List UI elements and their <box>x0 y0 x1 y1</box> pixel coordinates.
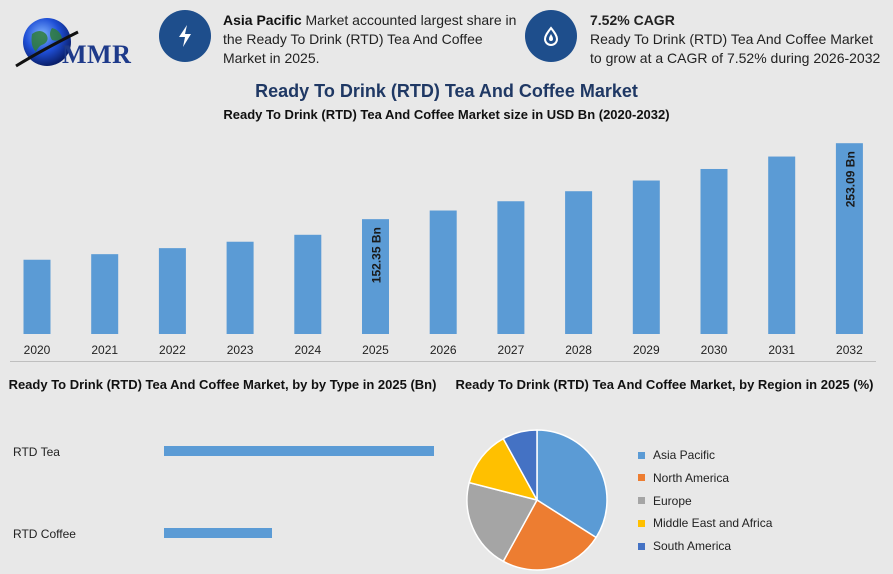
bar-2026 <box>429 210 457 334</box>
bar-2025 <box>362 219 389 334</box>
x-tick-2023: 2023 <box>227 343 254 357</box>
bar-2022 <box>158 248 186 334</box>
bar-2029 <box>632 180 660 334</box>
legend-label: Europe <box>653 493 692 508</box>
x-tick-2028: 2028 <box>565 343 592 357</box>
legend-label: South America <box>653 539 732 554</box>
pie-slice-north-america <box>502 498 598 571</box>
cagr-heading: 7.52% CAGR <box>590 12 675 28</box>
cagr-text: Ready To Drink (RTD) Tea And Coffee Mark… <box>590 31 881 66</box>
type-label-rtd-tea: RTD Tea <box>13 445 60 459</box>
logo: MMR <box>12 14 132 74</box>
x-tick-2032: 2032 <box>836 343 863 357</box>
x-tick-2027: 2027 <box>498 343 525 357</box>
globe-icon <box>15 18 79 68</box>
x-tick-2020: 2020 <box>24 343 51 357</box>
type-bar-chart: RTD Tea RTD Coffee <box>0 420 445 560</box>
info-asia-pacific-text: Market accounted largest share in the Re… <box>223 12 517 66</box>
x-tick-2029: 2029 <box>633 343 660 357</box>
lightning-icon <box>159 10 211 62</box>
legend-item: North America <box>638 470 772 486</box>
data-label-2032: 253.09 Bn <box>843 151 857 207</box>
type-chart-title: Ready To Drink (RTD) Tea And Coffee Mark… <box>8 377 437 392</box>
info-asia-pacific-bold: Asia Pacific <box>223 12 302 28</box>
legend-item: South America <box>638 538 772 554</box>
pie-slice-middle-east-and-africa <box>468 437 539 502</box>
data-label-2025: 152.35 Bn <box>370 227 384 283</box>
main-title: Ready To Drink (RTD) Tea And Coffee Mark… <box>255 81 638 101</box>
bar-2030 <box>700 168 728 334</box>
legend-item: Europe <box>638 493 772 509</box>
market-size-bar-chart: 2020 2021 2022 2023 2024 2025 152.35 Bn 2026 202… <box>23 143 863 357</box>
x-tick-2031: 2031 <box>768 343 795 357</box>
legend-label: Asia Pacific <box>653 448 716 462</box>
legend-swatch <box>638 519 645 527</box>
bar-2023 <box>226 241 254 334</box>
type-bar-rtd-coffee <box>164 528 272 538</box>
legend-swatch <box>638 451 645 459</box>
x-tick-2021: 2021 <box>91 343 118 357</box>
x-tick-2025: 2025 <box>362 343 389 357</box>
legend-swatch <box>638 542 645 550</box>
x-tick-2024: 2024 <box>294 343 321 357</box>
bar-2024 <box>294 234 322 334</box>
divider <box>10 361 876 362</box>
bar-2031 <box>768 156 796 334</box>
bar-2021 <box>91 254 119 334</box>
legend-swatch <box>638 497 645 505</box>
x-tick-2026: 2026 <box>430 343 457 357</box>
bar-2020 <box>23 259 51 334</box>
bar-2028 <box>565 191 593 334</box>
pie-slice-europe <box>466 481 539 563</box>
bar-2027 <box>497 201 525 334</box>
x-tick-2030: 2030 <box>701 343 728 357</box>
legend-item: Asia Pacific <box>638 447 772 463</box>
region-pie-chart <box>466 429 608 571</box>
region-legend: Asia Pacific North America Europe Middle Ea… <box>638 447 772 561</box>
logo-text: MMR <box>62 40 132 69</box>
bar-chart-title: Ready To Drink (RTD) Tea And Coffee Mark… <box>223 107 670 122</box>
legend-swatch <box>638 474 645 482</box>
legend-item: Middle East and Africa <box>638 515 772 531</box>
region-chart-title: Ready To Drink (RTD) Tea And Coffee Mark… <box>455 377 874 392</box>
x-tick-2022: 2022 <box>159 343 186 357</box>
legend-label: Middle East and Africa <box>653 516 773 531</box>
legend-label: North America <box>653 470 730 485</box>
type-label-rtd-coffee: RTD Coffee <box>13 527 76 541</box>
pie-slice-south-america <box>502 429 538 501</box>
type-bar-rtd-tea <box>164 446 434 456</box>
info-asia-pacific: Asia Pacific Market accounted largest sh… <box>223 11 523 68</box>
growth-icon <box>525 10 577 62</box>
bar-2032 <box>835 143 863 334</box>
